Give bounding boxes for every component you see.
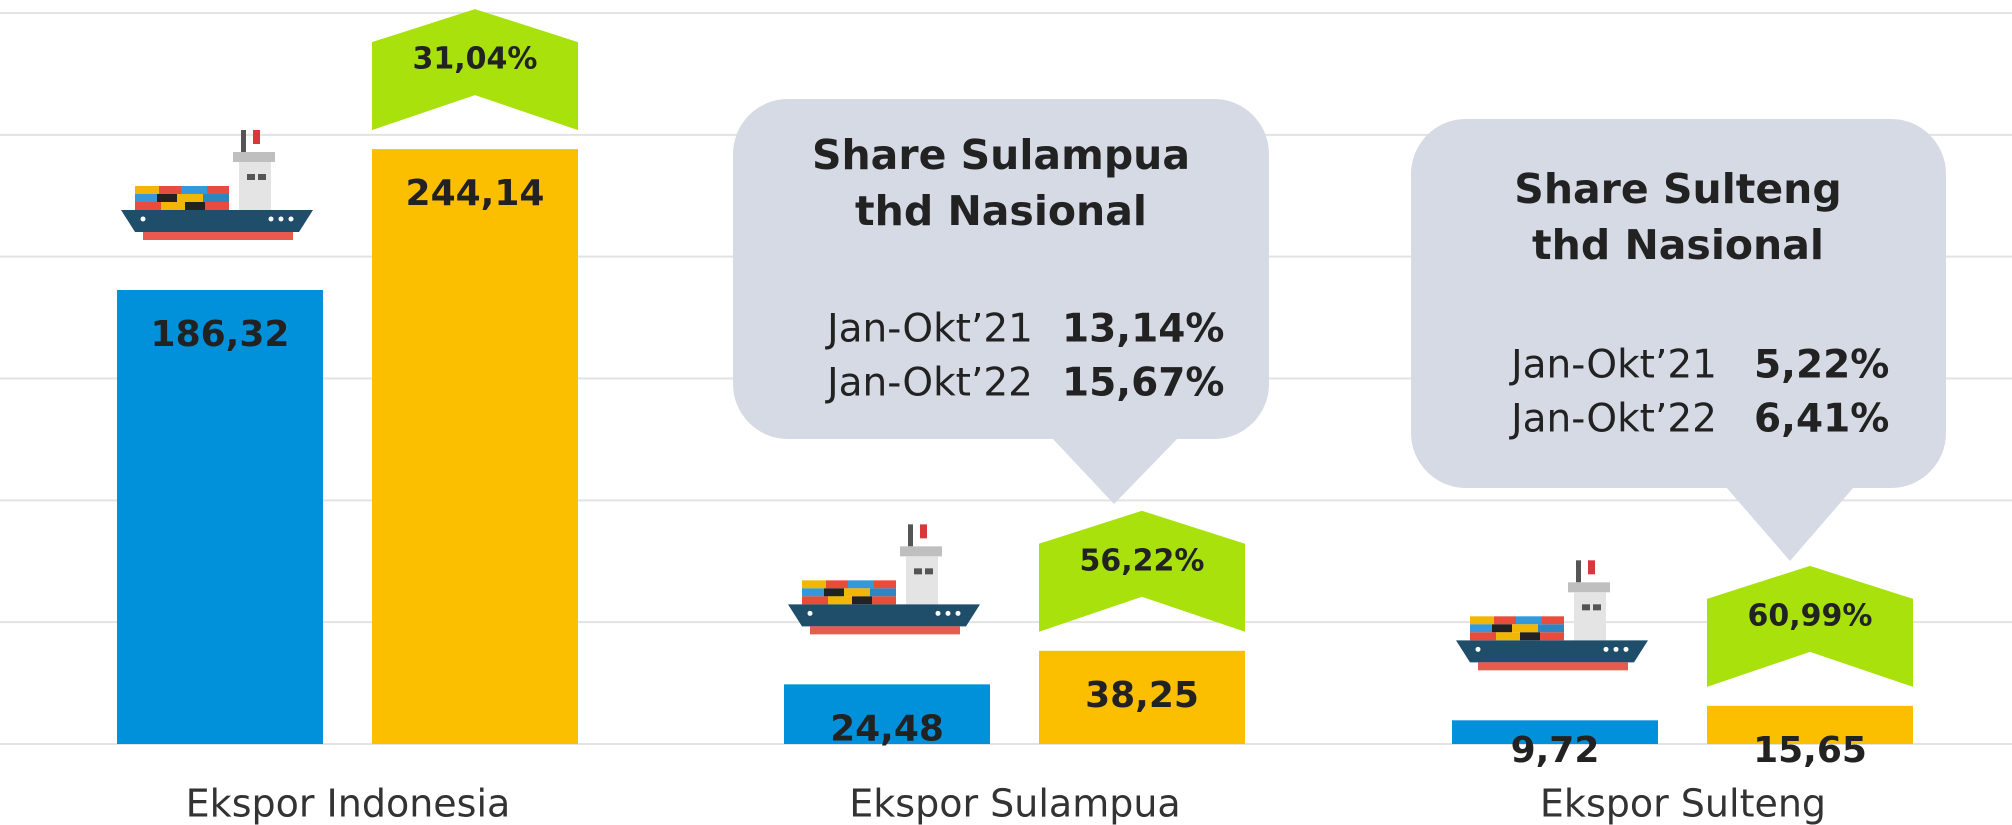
category-label: Ekspor Indonesia <box>186 782 511 825</box>
callout-period: Jan-Okt’21 <box>1508 343 1717 388</box>
category-label: Ekspor Sulampua <box>849 782 1180 825</box>
category-label: Ekspor Sulteng <box>1540 782 1826 825</box>
callout-tail <box>1726 487 1854 561</box>
bar <box>1452 720 1658 744</box>
callout-box <box>733 99 1269 439</box>
callout-period: Jan-Okt’22 <box>824 361 1033 406</box>
callout-title: thd Nasional <box>855 187 1147 235</box>
callout-title: Share Sulteng <box>1514 165 1841 213</box>
callout-period: Jan-Okt’22 <box>1508 397 1717 442</box>
growth-label: 56,22% <box>1080 543 1205 578</box>
growth-arrow <box>1039 510 1245 632</box>
ship-icon <box>1456 560 1648 671</box>
value-label: 24,48 <box>830 708 944 749</box>
growth-label: 31,04% <box>413 42 538 77</box>
value-label: 38,25 <box>1085 675 1199 716</box>
bar <box>372 149 578 745</box>
callout-value: 13,14% <box>1062 307 1224 352</box>
value-label: 9,72 <box>1511 730 1600 771</box>
value-label: 244,14 <box>406 173 545 214</box>
ship-icon <box>788 524 980 635</box>
callout-title: thd Nasional <box>1532 221 1824 269</box>
growth-label: 60,99% <box>1748 598 1873 633</box>
value-label: 186,32 <box>151 314 290 355</box>
ship-icon <box>121 130 313 241</box>
bar <box>117 290 323 744</box>
callout-value: 6,41% <box>1754 397 1889 442</box>
bar <box>1039 650 1245 744</box>
callout-tail <box>1052 438 1178 504</box>
callout-value: 15,67% <box>1062 361 1224 406</box>
value-label: 15,65 <box>1753 730 1867 771</box>
growth-arrow <box>372 9 578 131</box>
callout-box <box>1411 119 1946 488</box>
callout-title: Share Sulampua <box>812 131 1190 179</box>
callout-value: 5,22% <box>1754 343 1889 388</box>
callout-period: Jan-Okt’21 <box>824 307 1033 352</box>
growth-arrow <box>1707 565 1913 687</box>
bar <box>1707 705 1913 744</box>
bar <box>784 684 990 744</box>
